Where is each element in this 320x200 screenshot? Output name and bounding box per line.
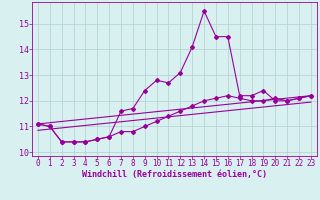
X-axis label: Windchill (Refroidissement éolien,°C): Windchill (Refroidissement éolien,°C)	[82, 170, 267, 179]
